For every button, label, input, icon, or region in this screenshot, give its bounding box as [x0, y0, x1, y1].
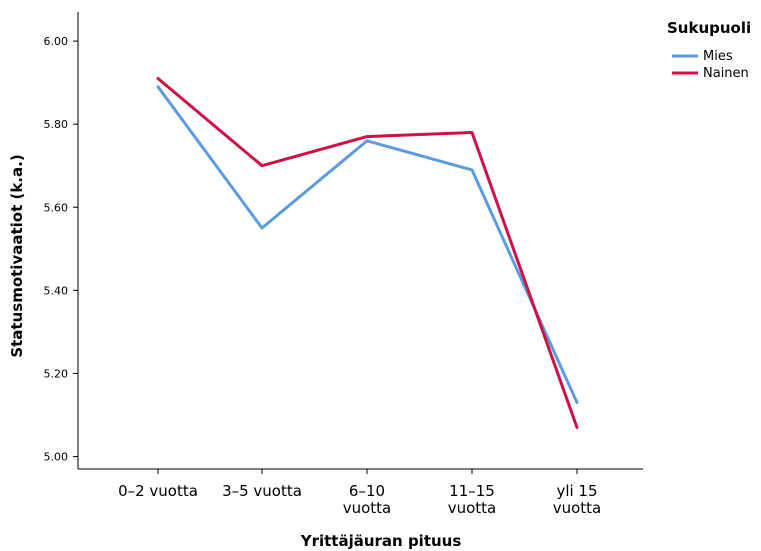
- y-tick-label: 5.60: [44, 201, 69, 214]
- x-category-label: 11–15 vuotta: [448, 482, 497, 517]
- legend-label-mies: Mies: [703, 49, 733, 64]
- x-category-label: 6–10 vuotta: [343, 482, 392, 517]
- y-tick-label: 5.40: [44, 284, 69, 297]
- x-category-label-line: 3–5 vuotta: [222, 482, 302, 500]
- x-category-label-line: vuotta: [343, 499, 392, 517]
- series-line-mies: [156, 85, 579, 404]
- x-category-label-line: 11–15: [449, 482, 495, 500]
- y-tick-label: 6.00: [44, 35, 69, 48]
- legend-title: Sukupuoli: [667, 19, 751, 37]
- y-axis-title: Statusmotivaatiot (k.a.): [8, 154, 26, 357]
- x-category-label-line: 6–10: [349, 482, 385, 500]
- x-category-label: 3–5 vuotta: [222, 482, 302, 500]
- x-category-label: yli 15 vuotta: [553, 482, 602, 517]
- y-tick-label: 5.20: [44, 367, 69, 380]
- y-tick-label: 5.00: [44, 451, 69, 464]
- x-category-label-line: vuotta: [448, 499, 497, 517]
- legend: Sukupuoli Mies Nainen: [667, 19, 751, 81]
- plot-frame: [77, 12, 643, 470]
- y-tick-label: 5.80: [44, 118, 69, 131]
- x-category-label-line: 0–2 vuotta: [118, 482, 198, 500]
- x-category-label-line: yli 15: [556, 482, 597, 500]
- series-lines: [156, 77, 579, 429]
- x-axis-title: Yrittäjäuran pituus: [300, 532, 462, 550]
- x-category-label-line: vuotta: [553, 499, 602, 517]
- x-category-label: 0–2 vuotta: [118, 482, 198, 500]
- legend-label-nainen: Nainen: [703, 66, 749, 81]
- y-axis-ticks: 5.00 5.20 5.40 5.60 5.80 6.00: [44, 35, 78, 464]
- series-line-nainen: [156, 77, 579, 429]
